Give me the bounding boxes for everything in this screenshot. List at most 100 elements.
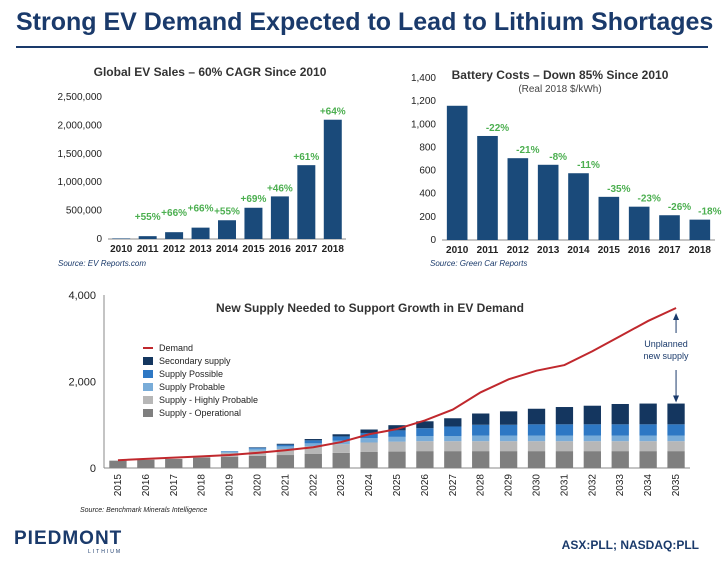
- battery-ytick-label: 600: [419, 166, 436, 177]
- supply-bar-segment: [639, 451, 657, 468]
- supply-bar-segment: [667, 451, 685, 468]
- supply-bar-segment: [472, 413, 490, 425]
- legend-demand-label: Demand: [159, 343, 193, 353]
- supply-xtick-label: 2022: [308, 474, 319, 497]
- supply-bar-segment: [248, 455, 267, 468]
- supply-xtick-label: 2025: [392, 474, 403, 497]
- supply-bar-segment: [304, 439, 322, 441]
- supply-bar-segment: [388, 451, 406, 468]
- supply-xtick-label: 2034: [643, 474, 654, 497]
- supply-xtick-label: 2020: [252, 474, 263, 497]
- supply-bar-segment: [444, 435, 462, 442]
- battery-bar: [568, 173, 589, 240]
- ev-ytick-label: 2,500,000: [58, 92, 103, 103]
- supply-bar-segment: [499, 451, 518, 468]
- supply-bar-segment: [527, 451, 546, 468]
- ev-data-label: +69%: [241, 194, 267, 205]
- ev-title: Global EV Sales – 60% CAGR Since 2010: [94, 65, 327, 79]
- battery-xtick-label: 2010: [446, 245, 469, 256]
- battery-title: Battery Costs – Down 85% Since 2010: [452, 68, 669, 82]
- ev-data-label: +55%: [135, 212, 161, 223]
- legend-label: Secondary supply: [159, 356, 231, 366]
- supply-bar-segment: [583, 405, 601, 425]
- battery-xtick-label: 2011: [477, 245, 499, 256]
- supply-bar-segment: [555, 424, 574, 436]
- supply-bar-segment: [527, 435, 546, 442]
- ev-xtick-label: 2011: [137, 244, 159, 255]
- legend-swatch: [143, 383, 153, 391]
- supply-xtick-label: 2031: [559, 474, 570, 497]
- battery-ytick-label: 0: [430, 235, 436, 246]
- legend-swatch: [143, 357, 153, 365]
- ev-source: Source: EV Reports.com: [58, 259, 146, 268]
- ticker-label: ASX:PLL; NASDAQ:PLL: [561, 538, 699, 552]
- ev-bar: [270, 196, 289, 239]
- battery-ytick-label: 1,000: [411, 119, 436, 130]
- legend-label: Supply - Highly Probable: [159, 395, 258, 405]
- supply-bar-segment: [527, 441, 546, 452]
- supply-bar-segment: [137, 459, 155, 468]
- supply-bar-segment: [499, 441, 518, 452]
- supply-bar-segment: [388, 441, 406, 452]
- supply-xtick-label: 2026: [420, 474, 431, 497]
- ev-bar: [218, 220, 236, 239]
- supply-title: New Supply Needed to Support Growth in E…: [216, 301, 524, 315]
- supply-bar-segment: [444, 426, 462, 436]
- supply-bar-segment: [667, 441, 685, 452]
- battery-bar: [507, 158, 529, 240]
- ev-xtick-label: 2013: [189, 244, 212, 255]
- supply-bar-segment: [416, 428, 434, 436]
- supply-bar-segment: [527, 408, 546, 425]
- supply-bar-segment: [332, 434, 350, 437]
- battery-xtick-label: 2018: [689, 245, 712, 256]
- supply-bar-segment: [583, 424, 601, 436]
- battery-data-label: -26%: [668, 202, 691, 213]
- supply-ytick-label: 0: [90, 463, 96, 475]
- supply-bar-segment: [555, 407, 574, 425]
- battery-xtick-label: 2017: [658, 245, 681, 256]
- ev-xtick-label: 2012: [163, 244, 186, 255]
- supply-bar-segment: [499, 424, 518, 436]
- logo-wordmark: PIEDMONT: [14, 528, 123, 549]
- supply-xtick-label: 2029: [504, 474, 515, 497]
- supply-ytick-label: 2,000: [68, 377, 96, 389]
- ev-data-label: +55%: [214, 206, 240, 217]
- ev-ytick-label: 2,000,000: [58, 120, 103, 131]
- ev-ytick-label: 1,000,000: [58, 177, 103, 188]
- supply-xtick-label: 2018: [197, 474, 208, 497]
- supply-bar-segment: [583, 435, 601, 442]
- battery-ytick-label: 1,400: [411, 73, 436, 84]
- supply-xtick-label: 2016: [141, 474, 152, 497]
- battery-data-label: -8%: [549, 152, 567, 163]
- page-title: Strong EV Demand Expected to Lead to Lit…: [16, 8, 714, 36]
- supply-bar-segment: [667, 403, 685, 425]
- ev-ytick-label: 500,000: [66, 206, 103, 217]
- ev-data-label: +46%: [267, 183, 293, 194]
- supply-bar-segment: [276, 455, 295, 468]
- supply-bar-segment: [248, 448, 267, 451]
- supply-bar-segment: [639, 441, 657, 452]
- battery-ytick-label: 800: [419, 142, 436, 153]
- supply-bar-segment: [220, 451, 239, 453]
- supply-bar-segment: [555, 451, 574, 468]
- battery-source: Source: Green Car Reports: [430, 259, 527, 268]
- ev-data-label: +61%: [293, 152, 319, 163]
- supply-bar-segment: [639, 435, 657, 442]
- supply-bar-segment: [472, 441, 490, 452]
- battery-xtick-label: 2016: [628, 245, 651, 256]
- supply-bar-segment: [611, 441, 629, 452]
- supply-xtick-label: 2017: [169, 474, 180, 497]
- battery-ytick-label: 400: [419, 189, 436, 200]
- battery-bar: [477, 135, 498, 240]
- supply-bar-segment: [583, 441, 601, 452]
- battery-data-label: -23%: [637, 194, 660, 205]
- supply-bar-segment: [499, 435, 518, 442]
- supply-xtick-label: 2028: [476, 474, 487, 497]
- supply-xtick-label: 2027: [448, 474, 459, 497]
- supply-bar-segment: [360, 432, 378, 439]
- supply-bar-segment: [416, 451, 434, 468]
- supply-bar-segment: [416, 435, 434, 442]
- supply-xtick-label: 2019: [225, 474, 236, 497]
- supply-bar-segment: [555, 441, 574, 452]
- supply-bar-segment: [583, 451, 601, 468]
